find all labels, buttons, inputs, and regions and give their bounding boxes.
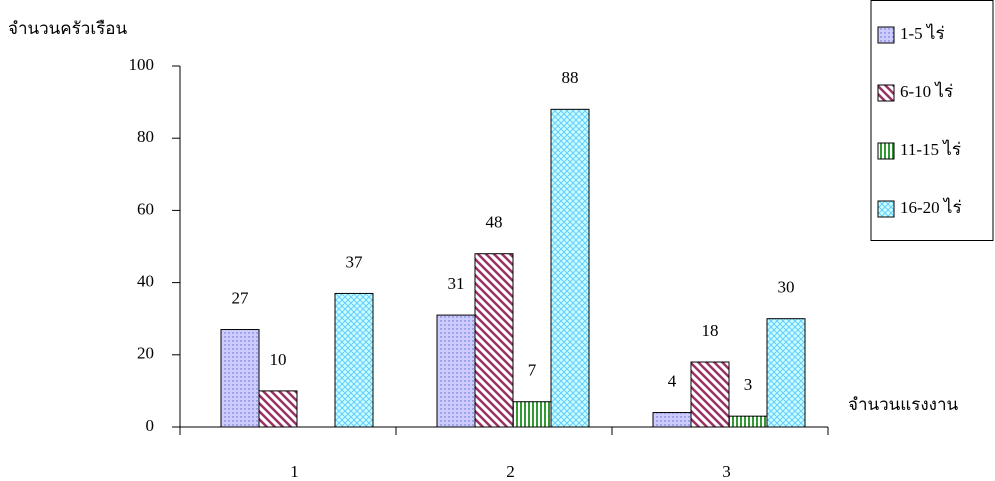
data-label: 4 (668, 371, 677, 390)
data-label: 30 (778, 278, 795, 297)
bar (652, 412, 692, 428)
legend-label: 6-10 ไร่ (900, 81, 953, 101)
x-tick-label: 1 (290, 462, 299, 481)
bar (512, 401, 552, 428)
legend-swatch (877, 200, 895, 218)
bar (766, 318, 806, 428)
legend-label: 11-15 ไร่ (900, 139, 961, 159)
data-label: 10 (270, 350, 287, 369)
legend-label: 16-20 ไร่ (900, 197, 962, 217)
data-label: 27 (232, 288, 250, 307)
data-label: 31 (448, 274, 465, 293)
legend-swatch (877, 142, 895, 160)
legend-swatch (877, 26, 895, 44)
y-tick-label: 60 (137, 199, 154, 218)
x-tick-label: 3 (722, 462, 731, 481)
y-tick-label: 0 (146, 416, 155, 435)
bar (220, 329, 260, 428)
y-tick-label: 40 (137, 272, 154, 291)
legend-label: 1-5 ไร่ (900, 23, 945, 43)
data-label: 7 (528, 361, 537, 380)
y-tick-label: 20 (137, 344, 154, 363)
x-tick-label: 2 (506, 462, 515, 481)
bar (474, 253, 514, 428)
bar (334, 292, 374, 428)
bar (258, 390, 298, 428)
legend-swatch (877, 84, 895, 102)
data-label: 3 (744, 375, 753, 394)
x-axis-label: จำนวนแรงงาน (848, 395, 959, 414)
bar (690, 361, 730, 428)
data-label: 88 (562, 68, 579, 87)
data-label: 18 (702, 321, 719, 340)
bar (436, 314, 476, 428)
y-tick-label: 100 (129, 55, 155, 74)
bar (550, 108, 590, 428)
data-label: 37 (346, 252, 364, 271)
y-axis-label: จำนวนครัวเรือน (8, 19, 127, 38)
bar (728, 415, 768, 428)
data-label: 48 (486, 213, 503, 232)
y-tick-label: 80 (137, 127, 154, 146)
